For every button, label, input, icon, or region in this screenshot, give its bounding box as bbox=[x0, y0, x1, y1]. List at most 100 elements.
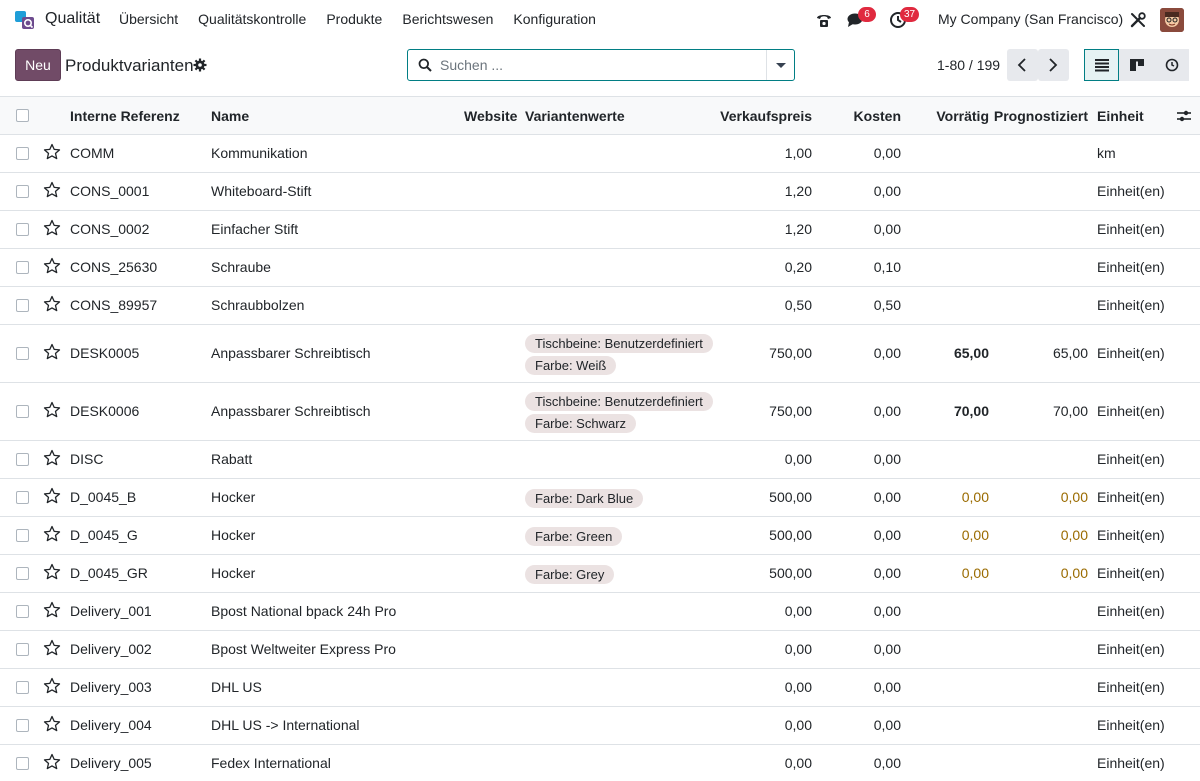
favorite-star-icon[interactable] bbox=[43, 563, 61, 581]
row-checkbox[interactable] bbox=[16, 261, 29, 274]
favorite-star-icon[interactable] bbox=[43, 677, 61, 695]
table-row[interactable]: Delivery_004 DHL US -> International 0,00 0… bbox=[0, 707, 1200, 745]
cell-cost: 0,10 bbox=[873, 259, 901, 275]
pager-value[interactable]: 1-80 / 199 bbox=[937, 57, 1001, 73]
row-checkbox[interactable] bbox=[16, 147, 29, 160]
favorite-star-icon[interactable] bbox=[43, 219, 61, 237]
favorite-star-icon[interactable] bbox=[43, 487, 61, 505]
header-internal-reference[interactable]: Interne Referenz bbox=[70, 108, 180, 124]
header-unit[interactable]: Einheit bbox=[1097, 108, 1144, 124]
table-row[interactable]: CONS_0002 Einfacher Stift 1,20 0,00 Einheit(… bbox=[0, 211, 1200, 249]
cell-internal-reference: CONS_25630 bbox=[70, 259, 158, 275]
row-checkbox[interactable] bbox=[16, 643, 29, 656]
activities-badge: 37 bbox=[900, 7, 920, 22]
favorite-star-icon[interactable] bbox=[43, 401, 61, 419]
top-navbar: Qualität Übersicht Qualitätskontrolle Pr… bbox=[0, 0, 1200, 40]
favorite-star-icon[interactable] bbox=[43, 295, 61, 313]
activity-view-button[interactable] bbox=[1154, 49, 1189, 81]
row-checkbox[interactable] bbox=[16, 453, 29, 466]
table-row[interactable]: CONS_25630 Schraube 0,20 0,10 Einheit(en) bbox=[0, 249, 1200, 287]
table-row[interactable]: CONS_0001 Whiteboard-Stift 1,20 0,00 Einheit… bbox=[0, 173, 1200, 211]
search-options-toggle[interactable] bbox=[766, 50, 794, 80]
row-checkbox[interactable] bbox=[16, 681, 29, 694]
kanban-view-icon bbox=[1130, 59, 1144, 71]
favorite-star-icon[interactable] bbox=[43, 143, 61, 161]
table-row[interactable]: DESK0006 Anpassbarer Schreibtisch Tischbei… bbox=[0, 383, 1200, 441]
cell-variant-values: Tischbeine: Benutzerdefiniert Farbe: Weiß bbox=[525, 333, 713, 378]
header-cost[interactable]: Kosten bbox=[853, 108, 901, 124]
header-forecasted[interactable]: Prognostiziert bbox=[993, 108, 1088, 124]
list-view-button[interactable] bbox=[1084, 49, 1119, 81]
table-row[interactable]: D_0045_B Hocker Farbe: Dark Blue 500,00 0,00… bbox=[0, 479, 1200, 517]
table-row[interactable]: Delivery_002 Bpost Weltweiter Express Pro… bbox=[0, 631, 1200, 669]
row-checkbox[interactable] bbox=[16, 223, 29, 236]
cell-unit: Einheit(en) bbox=[1097, 679, 1165, 695]
pager-next-button[interactable] bbox=[1038, 49, 1069, 81]
table-row[interactable]: DISC Rabatt 0,00 0,00 Einheit(en) bbox=[0, 441, 1200, 479]
favorite-star-icon[interactable] bbox=[43, 449, 61, 467]
menu-berichtswesen[interactable]: Berichtswesen bbox=[402, 11, 494, 27]
row-checkbox[interactable] bbox=[16, 347, 29, 360]
cell-unit: Einheit(en) bbox=[1097, 489, 1165, 505]
favorite-star-icon[interactable] bbox=[43, 181, 61, 199]
cell-sales-price: 750,00 bbox=[769, 345, 812, 361]
row-checkbox[interactable] bbox=[16, 529, 29, 542]
cell-cost: 0,00 bbox=[873, 145, 901, 161]
cell-sales-price: 0,50 bbox=[784, 297, 812, 313]
favorite-star-icon[interactable] bbox=[43, 753, 61, 771]
cell-sales-price: 0,00 bbox=[784, 755, 812, 771]
menu-produkte[interactable]: Produkte bbox=[326, 11, 383, 27]
header-sales-price[interactable]: Verkaufspreis bbox=[720, 108, 812, 124]
row-checkbox[interactable] bbox=[16, 405, 29, 418]
row-checkbox[interactable] bbox=[16, 491, 29, 504]
search-bar bbox=[407, 49, 795, 81]
row-checkbox[interactable] bbox=[16, 567, 29, 580]
table-row[interactable]: Delivery_003 DHL US 0,00 0,00 Einheit(en) bbox=[0, 669, 1200, 707]
table-row[interactable]: DESK0005 Anpassbarer Schreibtisch Tischbei… bbox=[0, 325, 1200, 383]
cell-unit: Einheit(en) bbox=[1097, 717, 1165, 733]
select-all-checkbox[interactable] bbox=[16, 109, 29, 122]
table-row[interactable]: D_0045_G Hocker Farbe: Green 500,00 0,00 0,00… bbox=[0, 517, 1200, 555]
app-name[interactable]: Qualität bbox=[45, 10, 101, 27]
row-checkbox[interactable] bbox=[16, 757, 29, 770]
row-checkbox[interactable] bbox=[16, 605, 29, 618]
variant-tag: Tischbeine: Benutzerdefiniert bbox=[525, 391, 713, 411]
search-input[interactable] bbox=[440, 54, 760, 76]
menu-qualitaetskontrolle[interactable]: Qualitätskontrolle bbox=[198, 11, 307, 27]
cell-cost: 0,00 bbox=[873, 403, 901, 419]
row-checkbox[interactable] bbox=[16, 299, 29, 312]
user-avatar[interactable] bbox=[1160, 8, 1184, 32]
table-row[interactable]: COMM Kommunikation 1,00 0,00 km bbox=[0, 135, 1200, 173]
favorite-star-icon[interactable] bbox=[43, 601, 61, 619]
kanban-view-button[interactable] bbox=[1119, 49, 1154, 81]
favorite-star-icon[interactable] bbox=[43, 257, 61, 275]
header-variant-values[interactable]: Variantenwerte bbox=[525, 108, 625, 124]
favorite-star-icon[interactable] bbox=[43, 639, 61, 657]
row-checkbox[interactable] bbox=[16, 719, 29, 732]
header-on-hand[interactable]: Vorrätig bbox=[936, 108, 989, 124]
quality-app-logo-icon[interactable] bbox=[14, 9, 36, 31]
gear-icon[interactable] bbox=[193, 58, 207, 72]
table-row[interactable]: D_0045_GR Hocker Farbe: Grey 500,00 0,00 0,00… bbox=[0, 555, 1200, 593]
menu-uebersicht[interactable]: Übersicht bbox=[119, 11, 179, 27]
new-button[interactable]: Neu bbox=[15, 49, 61, 81]
favorite-star-icon[interactable] bbox=[43, 715, 61, 733]
phone-icon[interactable] bbox=[815, 11, 833, 29]
table-row[interactable]: Delivery_001 Bpost National bpack 24h Pro… bbox=[0, 593, 1200, 631]
menu-konfiguration[interactable]: Konfiguration bbox=[513, 11, 596, 27]
column-settings-icon[interactable] bbox=[1176, 108, 1192, 124]
cell-sales-price: 1,00 bbox=[784, 145, 812, 161]
favorite-star-icon[interactable] bbox=[43, 343, 61, 361]
header-website[interactable]: Website bbox=[464, 108, 518, 124]
table-row[interactable]: Delivery_005 Fedex International 0,00 0,00 E… bbox=[0, 745, 1200, 781]
company-switcher[interactable]: My Company (San Francisco) bbox=[938, 11, 1124, 27]
cell-unit: Einheit(en) bbox=[1097, 345, 1165, 361]
tools-icon[interactable] bbox=[1129, 11, 1147, 29]
cell-name: Fedex International bbox=[211, 755, 331, 771]
table-row[interactable]: CONS_89957 Schraubbolzen 0,50 0,50 Einheit(e… bbox=[0, 287, 1200, 325]
favorite-star-icon[interactable] bbox=[43, 525, 61, 543]
cell-variant-values: Tischbeine: Benutzerdefiniert Farbe: Schw… bbox=[525, 391, 713, 436]
header-name[interactable]: Name bbox=[211, 108, 250, 124]
row-checkbox[interactable] bbox=[16, 185, 29, 198]
pager-previous-button[interactable] bbox=[1007, 49, 1038, 81]
